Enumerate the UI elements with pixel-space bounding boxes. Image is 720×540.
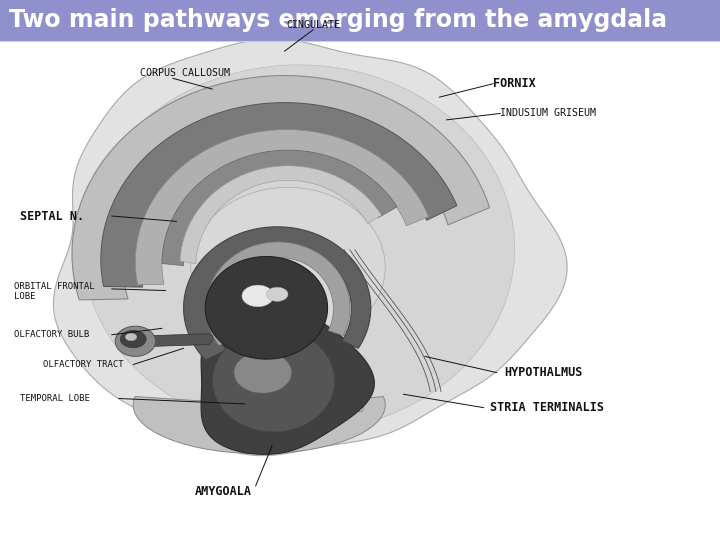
Polygon shape — [162, 150, 397, 266]
Text: HYPOTHALMUS: HYPOTHALMUS — [504, 366, 582, 379]
Text: ORBITAL FRONTAL
LOBE: ORBITAL FRONTAL LOBE — [14, 282, 95, 301]
Text: TEMPORAL LOBE: TEMPORAL LOBE — [20, 394, 90, 403]
Polygon shape — [135, 130, 428, 285]
Polygon shape — [125, 333, 137, 341]
Text: Two main pathways emerging from the amygdala: Two main pathways emerging from the amyg… — [9, 8, 667, 32]
Text: INDUSIUM GRISEUM: INDUSIUM GRISEUM — [500, 109, 596, 118]
Text: FORNIX: FORNIX — [493, 77, 536, 90]
Polygon shape — [180, 166, 382, 264]
Polygon shape — [242, 285, 274, 307]
Polygon shape — [266, 287, 288, 301]
Polygon shape — [53, 39, 567, 456]
Polygon shape — [140, 334, 212, 347]
Polygon shape — [101, 103, 457, 287]
Polygon shape — [184, 227, 371, 360]
Polygon shape — [205, 256, 328, 359]
Polygon shape — [212, 329, 335, 432]
Polygon shape — [83, 65, 515, 432]
Polygon shape — [206, 242, 350, 346]
Polygon shape — [191, 187, 385, 347]
Text: OLFACTORY BULB: OLFACTORY BULB — [14, 330, 90, 339]
Polygon shape — [115, 326, 156, 356]
Polygon shape — [201, 313, 374, 454]
Text: OLFACTORY TRACT: OLFACTORY TRACT — [43, 360, 124, 369]
Text: STRIA TERMINALIS: STRIA TERMINALIS — [490, 401, 603, 414]
Polygon shape — [72, 76, 490, 300]
Polygon shape — [120, 330, 146, 348]
Text: AMYGOALA: AMYGOALA — [194, 485, 252, 498]
Bar — [0, 0, 720, 40]
Text: CORPUS CALLOSUM: CORPUS CALLOSUM — [140, 68, 230, 78]
Text: CINGULATE: CINGULATE — [287, 19, 340, 30]
Text: SEPTAL N.: SEPTAL N. — [20, 210, 84, 222]
Polygon shape — [133, 396, 385, 454]
Polygon shape — [234, 352, 292, 393]
